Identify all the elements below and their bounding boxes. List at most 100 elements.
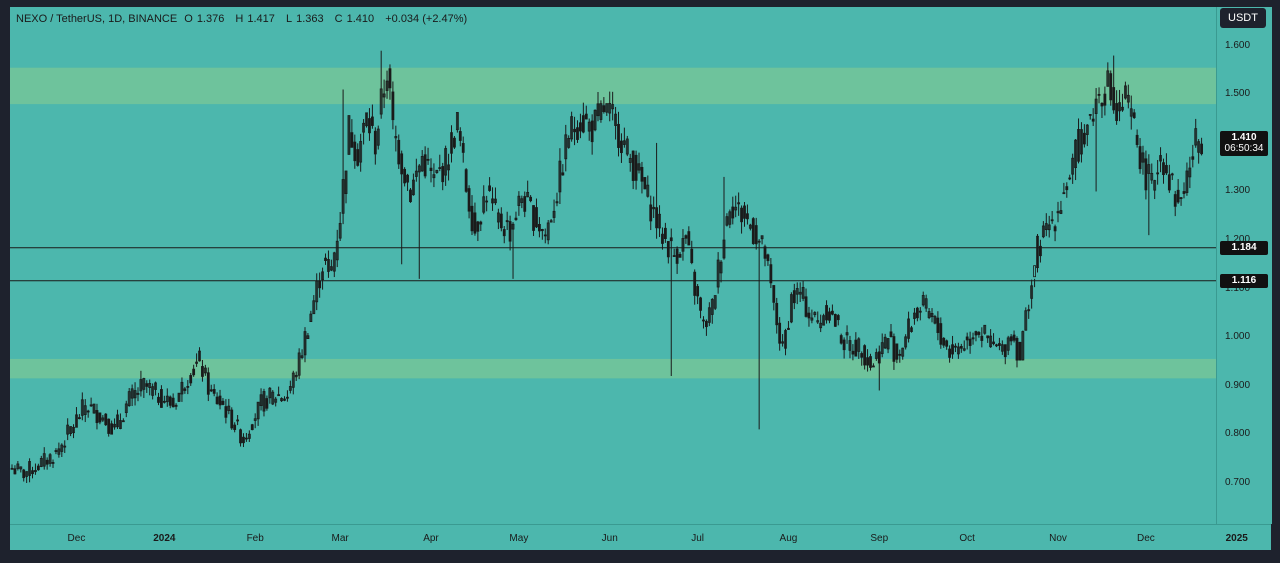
candle-body [63,445,67,448]
candle-body [760,235,764,240]
candle-body [271,391,275,405]
candle-body [39,458,43,467]
candle-body [429,167,433,171]
candle-body [719,261,723,274]
candle-body [98,412,102,423]
time-axis[interactable]: Dec 2024 Feb Mar Apr May Jun Jul Aug Sep Oct Nov Dec… [10,524,1271,551]
candle-body [435,169,439,173]
chart-plot-area[interactable] [10,7,1216,524]
candle-body [488,185,491,191]
candle-body [48,454,52,464]
candle-body [936,317,940,333]
candle-body [646,184,650,197]
candle-body [1033,265,1036,278]
countdown-timer: 06:50:34 [1224,143,1264,155]
candle-body [1176,189,1180,203]
candle-body [974,331,978,336]
candle-body [945,340,949,347]
candle-body [130,388,134,399]
candle-body [335,240,339,261]
candle-body [877,351,881,364]
candle-body [215,396,219,405]
candle-body [485,200,489,203]
candle-body [596,103,600,117]
low-value: L 1.363 [285,13,324,25]
candle-body [195,361,198,364]
candle-body [523,196,527,212]
candle-body [42,453,46,467]
candle-body [1097,93,1101,96]
candle-body [804,296,808,317]
candle-body [256,401,260,420]
time-tick: May [509,533,529,544]
candle-body [409,189,412,203]
current-price-label: 1.410 06:50:34 [1220,131,1268,157]
price-axis[interactable]: 1.6001.5001.4001.3001.2001.1001.0000.900… [1216,7,1272,524]
candle-body [514,217,518,221]
candle-body [1112,87,1116,111]
candle-body [1021,331,1025,361]
candle-body [16,463,20,469]
open-value: O 1.376 [184,13,225,25]
candle-body [1082,132,1086,145]
candle-body [728,211,732,225]
candle-body [1156,172,1160,175]
candle-body [227,405,231,411]
candle-body [244,437,248,440]
candle-body [491,198,494,204]
price-tick: 0.700 [1225,476,1251,488]
candle-body [441,166,445,183]
candle-body [277,394,281,397]
candle-body [587,121,591,132]
candle-body [520,198,524,203]
candle-body [160,389,163,408]
candle-body [652,206,656,210]
candle-body [1162,162,1165,175]
candle-body [1012,334,1016,341]
candle-body [1068,177,1072,180]
candles-group [10,50,1203,484]
price-tick: 0.900 [1225,379,1251,391]
candle-body [470,205,474,232]
candle-body [1039,245,1042,257]
candle-body [599,103,603,120]
candle-body [710,299,714,315]
candle-body [558,160,562,193]
candle-body [1103,93,1107,106]
candle-body [508,221,512,242]
currency-button[interactable]: USDT [1220,8,1266,28]
candle-body [373,130,377,155]
time-tick: Apr [423,533,439,544]
candle-body [1197,141,1201,153]
candle-body [690,248,694,264]
candle-body [145,383,149,387]
candle-body [13,468,17,475]
candle-body [813,312,817,316]
candle-body [45,459,49,465]
candle-body [567,137,571,148]
candle-body [661,233,664,244]
candle-body [1182,191,1186,194]
candle-body [60,444,64,452]
chart-title: NEXO / TetherUS, 1D, BINANCE [16,13,178,25]
candle-body [854,339,858,357]
candle-body [1109,73,1113,101]
candle-body [675,248,679,264]
candle-body [872,365,875,368]
candle-body [203,367,207,374]
candle-body [669,237,673,242]
candle-body [148,383,152,388]
time-tick: 2024 [153,533,176,544]
candle-body [186,385,190,388]
time-tick: Jul [691,533,705,544]
candle-body [455,112,459,131]
candle-body [757,240,761,243]
candle-body [51,462,55,464]
time-tick: Aug [779,533,798,544]
candle-body [406,174,409,183]
candle-body [280,398,283,402]
candle-body [977,332,981,335]
candle-body [110,423,114,435]
candle-body [423,154,427,177]
candle-body [687,231,691,246]
